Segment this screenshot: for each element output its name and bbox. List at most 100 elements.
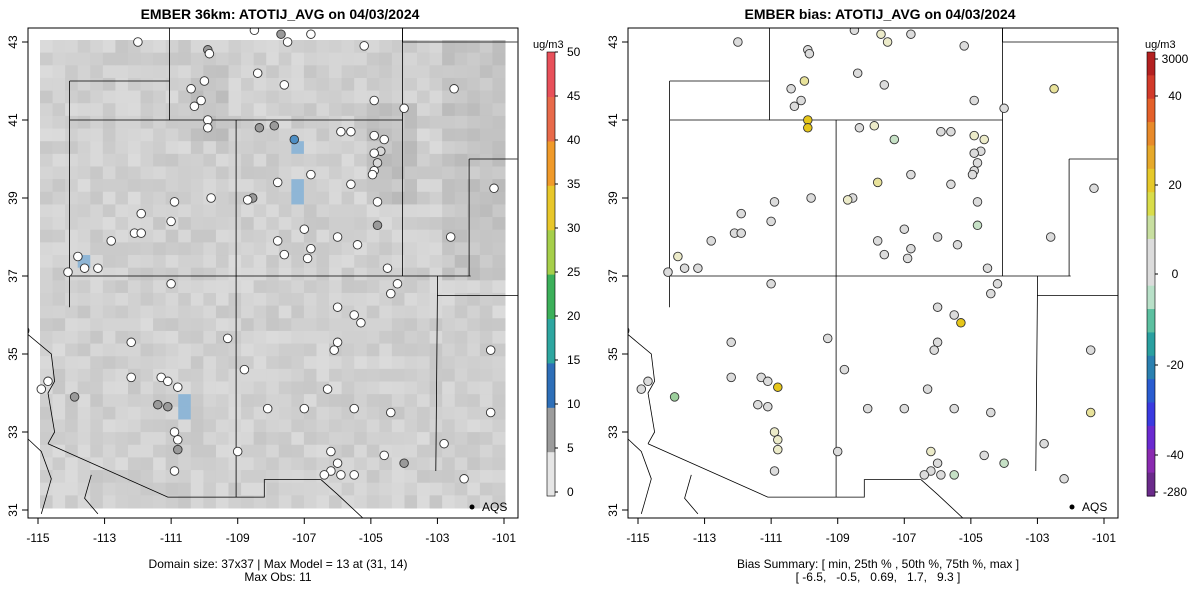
colorbar-segment: [547, 200, 555, 208]
grid-cell: [467, 204, 481, 218]
colorbar-segment: [547, 414, 555, 423]
legend-aqs-label: AQS: [1082, 500, 1107, 514]
grid-cell: [115, 432, 129, 446]
grid-cell: [278, 65, 292, 79]
grid-cell: [40, 356, 54, 370]
grid-cell: [52, 419, 66, 433]
grid-cell: [115, 255, 129, 269]
grid-cell: [203, 470, 217, 484]
grid-cell: [479, 457, 493, 471]
grid-cell: [140, 128, 154, 142]
grid-cell: [467, 406, 481, 420]
grid-cell: [341, 343, 355, 357]
grid-cell: [404, 242, 418, 256]
grid-cell: [65, 77, 79, 92]
grid-cell: [127, 128, 142, 142]
grid-cell: [140, 495, 154, 509]
colorbar-segment: [547, 148, 555, 157]
grid-cell: [115, 217, 129, 231]
colorbar-segment: [547, 266, 555, 275]
grid-cell: [115, 457, 129, 471]
grid-cell: [266, 141, 280, 155]
grid-cell: [52, 318, 66, 332]
aqs-station-marker: [352, 240, 363, 250]
colorbar-segment: [547, 296, 555, 305]
aqs-station-marker: [773, 444, 783, 455]
grid-cell: [215, 229, 230, 243]
grid-cell: [417, 457, 431, 471]
grid-cell: [77, 381, 91, 395]
grid-cell: [215, 128, 230, 142]
grid-cell: [442, 318, 456, 332]
grid-cell: [492, 457, 506, 471]
grid-cell: [215, 103, 230, 117]
grid-cell: [303, 318, 317, 332]
colorbar-segment: [547, 333, 555, 342]
grid-cell: [40, 179, 54, 193]
grid-cell: [391, 381, 405, 395]
grid-cell: [102, 482, 116, 496]
grid-cell: [52, 166, 66, 180]
aqs-station-marker: [346, 126, 356, 137]
grid-cell: [492, 470, 506, 484]
grid-cell: [467, 65, 481, 79]
grid-cell: [77, 217, 91, 231]
grid-cell: [417, 305, 431, 319]
grid-cell: [77, 229, 91, 243]
aqs-station-marker: [126, 372, 136, 383]
aqs-station-marker: [967, 169, 978, 180]
aqs-station-marker: [43, 376, 53, 387]
aqs-station-marker: [906, 243, 916, 254]
grid-cell: [391, 141, 405, 155]
grid-cell: [127, 444, 142, 458]
footer-bias-summary: Bias Summary: [ min, 25th % , 50th %, 75…: [736, 557, 1020, 571]
grid-cell: [354, 153, 368, 167]
grid-cell: [354, 52, 368, 66]
grid-cell: [479, 368, 493, 383]
grid-cell: [253, 267, 267, 281]
grid-cell: [329, 65, 343, 79]
grid-cell: [329, 191, 343, 205]
grid-cell: [303, 482, 317, 496]
grid-cell: [341, 368, 355, 383]
grid-cell: [127, 292, 142, 307]
grid-cell: [266, 470, 280, 484]
grid-cell: [215, 255, 230, 269]
grid-cell: [178, 394, 192, 408]
aqs-station-marker: [992, 279, 1003, 289]
aqs-station-marker: [262, 403, 273, 414]
grid-cell: [417, 495, 431, 509]
grid-cell: [404, 343, 418, 357]
colorbar-segment: [547, 185, 555, 194]
colorbar-segment: [547, 59, 555, 68]
grid-cell: [65, 330, 79, 345]
grid-cell: [90, 103, 104, 117]
grid-cell: [153, 52, 167, 66]
grid-cell: [454, 90, 468, 104]
grid-cell: [492, 90, 506, 104]
grid-cell: [102, 179, 116, 193]
grid-cell: [429, 470, 443, 484]
grid-cell: [102, 343, 116, 357]
grid-cell: [65, 356, 79, 370]
grid-cell: [153, 280, 167, 294]
colorbar-segment: [1147, 285, 1155, 310]
grid-cell: [77, 280, 91, 294]
grid-cell: [90, 204, 104, 218]
grid-cell: [417, 229, 431, 243]
grid-cell: [253, 255, 267, 269]
grid-cell: [266, 394, 280, 408]
grid-cell: [479, 40, 493, 54]
grid-cell: [127, 356, 142, 370]
grid-cell: [127, 77, 142, 92]
grid-cell: [65, 65, 79, 79]
grid-cell: [102, 356, 116, 370]
grid-cell: [115, 242, 129, 256]
grid-cell: [492, 356, 506, 370]
aqs-station-marker: [1049, 84, 1059, 94]
grid-cell: [253, 368, 267, 383]
grid-cell: [417, 179, 431, 193]
colorbar-tick-label: 0: [567, 485, 574, 499]
grid-cell: [253, 179, 267, 193]
grid-cell: [404, 470, 418, 484]
